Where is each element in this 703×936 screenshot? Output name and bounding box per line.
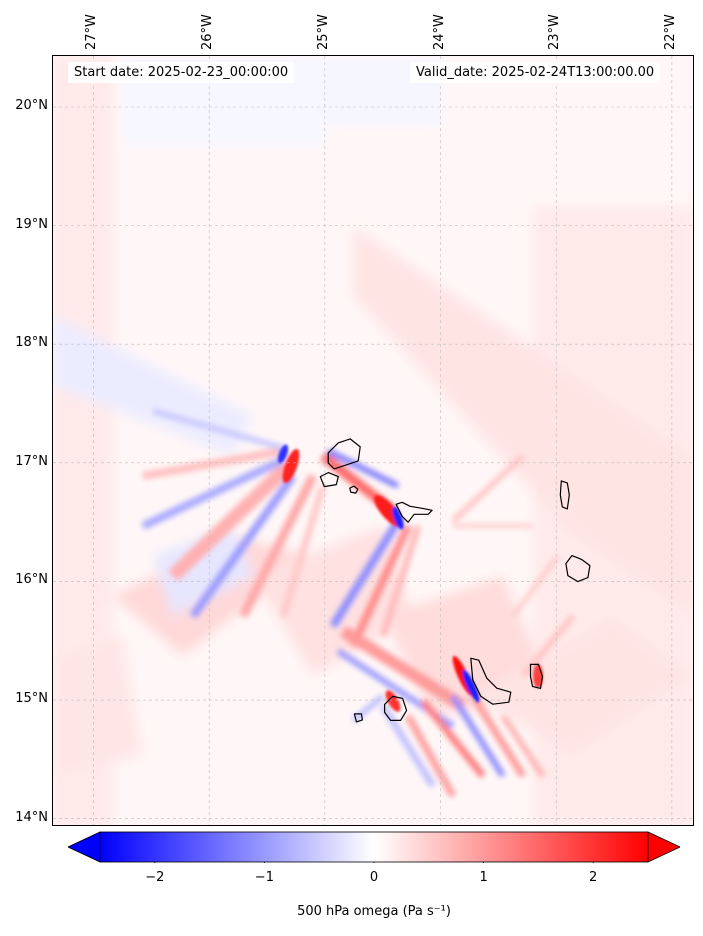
colorbar-tick-label: 1 bbox=[479, 870, 488, 885]
colorbar-extend-low bbox=[68, 831, 101, 863]
colorbar-tick-label: −2 bbox=[145, 870, 165, 885]
gridlines bbox=[53, 56, 693, 825]
valid-date-label: Valid_date: 2025-02-24T13:00:00.00 bbox=[410, 62, 661, 83]
lat-tick-label: 18°N bbox=[15, 335, 48, 351]
island-coastline bbox=[349, 485, 359, 494]
island-coastline bbox=[384, 695, 408, 722]
lat-tick-label: 14°N bbox=[15, 809, 48, 825]
colorbar-tick-label: 2 bbox=[589, 870, 598, 885]
colorbar-tick-label: −1 bbox=[254, 870, 274, 885]
island-coastline bbox=[565, 555, 591, 583]
lon-tick-label: 24°W bbox=[431, 14, 447, 50]
lon-tick-label: 25°W bbox=[315, 14, 331, 50]
island-coastline bbox=[470, 657, 512, 705]
colorbar bbox=[68, 831, 680, 863]
lon-tick-label: 26°W bbox=[200, 14, 216, 50]
island-coastline bbox=[353, 713, 363, 723]
colorbar-label: 500 hPa omega (Pa s⁻¹) bbox=[0, 904, 703, 919]
colorbar-extend-high bbox=[647, 831, 680, 863]
island-coastline bbox=[529, 663, 544, 690]
colorbar-gradient bbox=[99, 831, 649, 863]
colorbar-tick-label: 0 bbox=[369, 870, 379, 885]
lon-tick-label: 23°W bbox=[547, 14, 563, 50]
lat-tick-label: 17°N bbox=[15, 453, 48, 469]
island-coastline bbox=[395, 501, 433, 523]
strong-cores bbox=[277, 444, 543, 712]
lat-tick-label: 15°N bbox=[15, 691, 48, 707]
island-coastline bbox=[559, 480, 570, 510]
colorbar-label-text: 500 hPa omega (Pa s⁻¹) bbox=[297, 904, 451, 919]
omega-field-map bbox=[53, 56, 693, 825]
map-area bbox=[52, 55, 694, 826]
wave-pattern bbox=[141, 408, 576, 798]
lat-tick-label: 16°N bbox=[15, 572, 48, 588]
lat-tick-label: 19°N bbox=[15, 216, 48, 232]
lon-tick-label: 27°W bbox=[84, 14, 100, 50]
start-date-label: Start date: 2025-02-23_00:00:00 bbox=[68, 62, 295, 83]
coastlines bbox=[319, 438, 591, 723]
lon-tick-label: 22°W bbox=[662, 14, 678, 50]
island-coastline bbox=[319, 472, 339, 488]
lat-tick-label: 20°N bbox=[15, 98, 48, 113]
island-coastline bbox=[327, 438, 361, 470]
